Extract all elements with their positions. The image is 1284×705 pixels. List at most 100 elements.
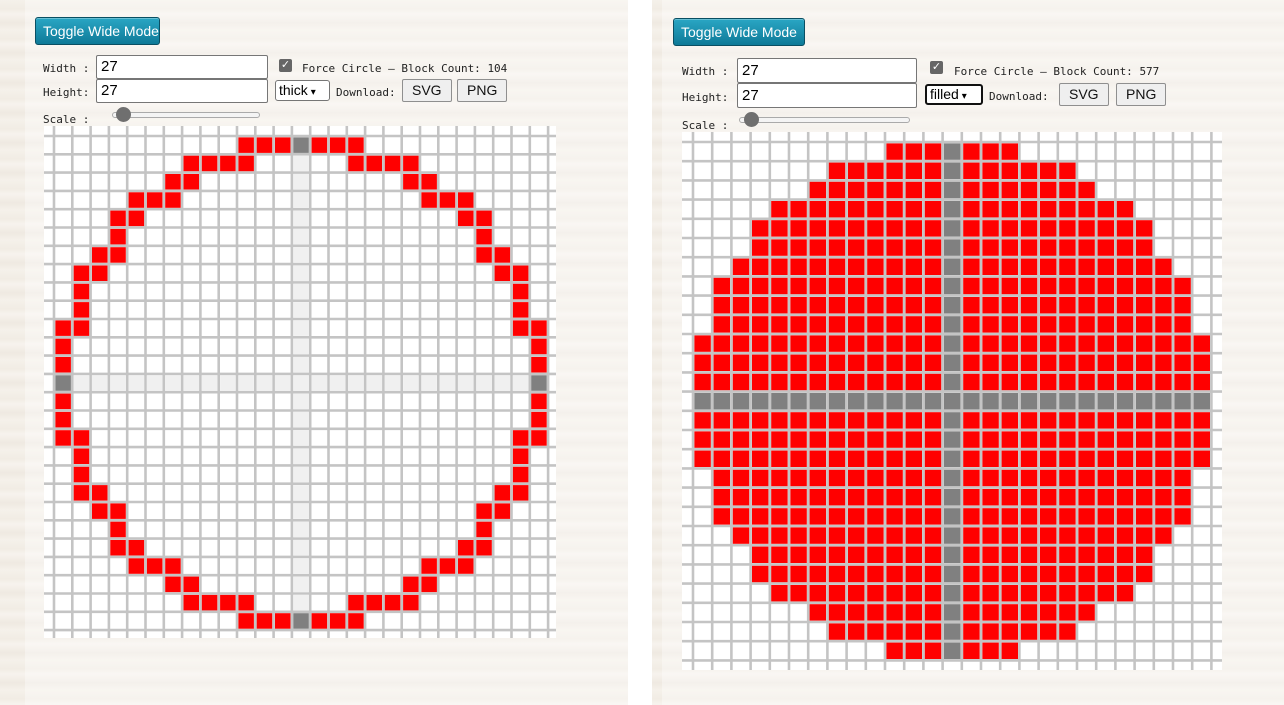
- block-cell[interactable]: [771, 220, 788, 237]
- block-cell[interactable]: [790, 297, 807, 314]
- center-guide-cell[interactable]: [183, 375, 200, 391]
- block-cell[interactable]: [1040, 354, 1057, 371]
- block-cell[interactable]: [752, 527, 769, 544]
- center-guide-cell[interactable]: [146, 375, 163, 391]
- block-cell[interactable]: [512, 466, 529, 483]
- block-cell[interactable]: [944, 335, 961, 352]
- block-cell[interactable]: [848, 335, 865, 352]
- svg-download-button[interactable]: SVG: [1059, 83, 1109, 106]
- block-cell[interactable]: [329, 137, 346, 153]
- block-cell[interactable]: [828, 623, 846, 640]
- block-cell[interactable]: [694, 335, 711, 352]
- block-cell[interactable]: [924, 489, 942, 506]
- block-cell[interactable]: [1097, 201, 1114, 218]
- block-cell[interactable]: [1078, 354, 1095, 371]
- block-cell[interactable]: [924, 220, 942, 237]
- block-cell[interactable]: [867, 412, 884, 429]
- block-cell[interactable]: [1174, 277, 1191, 295]
- block-cell[interactable]: [476, 247, 492, 263]
- block-cell[interactable]: [944, 316, 961, 333]
- block-cell[interactable]: [867, 354, 884, 371]
- block-cell[interactable]: [1059, 585, 1076, 602]
- block-cell[interactable]: [512, 320, 529, 336]
- block-cell[interactable]: [1001, 508, 1018, 525]
- block-cell[interactable]: [732, 258, 750, 275]
- block-cell[interactable]: [771, 565, 788, 583]
- block-cell[interactable]: [1155, 489, 1172, 506]
- block-cell[interactable]: [963, 297, 980, 314]
- block-cell[interactable]: [828, 162, 846, 179]
- block-cell[interactable]: [1001, 162, 1018, 179]
- block-cell[interactable]: [1059, 393, 1076, 410]
- block-cell[interactable]: [963, 201, 980, 218]
- block-cell[interactable]: [1155, 258, 1172, 275]
- block-cell[interactable]: [110, 247, 126, 263]
- block-cell[interactable]: [944, 373, 961, 391]
- toggle-wide-mode-button[interactable]: Toggle Wide Mode: [673, 18, 805, 46]
- block-cell[interactable]: [531, 411, 547, 428]
- block-cell[interactable]: [1059, 412, 1076, 429]
- block-cell[interactable]: [110, 228, 126, 245]
- block-cell[interactable]: [1193, 450, 1210, 467]
- block-cell[interactable]: [201, 155, 218, 172]
- block-cell[interactable]: [828, 565, 846, 583]
- block-cell[interactable]: [963, 239, 980, 256]
- block-cell[interactable]: [403, 576, 419, 593]
- block-cell[interactable]: [1020, 489, 1038, 506]
- block-cell[interactable]: [848, 508, 865, 525]
- block-cell[interactable]: [982, 335, 999, 352]
- block-cell[interactable]: [732, 297, 750, 314]
- block-cell[interactable]: [828, 201, 846, 218]
- center-guide-cell[interactable]: [458, 375, 474, 391]
- block-cell[interactable]: [924, 412, 942, 429]
- block-cell[interactable]: [458, 540, 474, 556]
- block-cell[interactable]: [1040, 565, 1057, 583]
- block-cell[interactable]: [1001, 527, 1018, 544]
- block-cell[interactable]: [905, 450, 922, 467]
- block-cell[interactable]: [1116, 508, 1134, 525]
- block-cell[interactable]: [886, 393, 903, 410]
- block-cell[interactable]: [828, 220, 846, 237]
- block-cell[interactable]: [1001, 373, 1018, 391]
- block-cell[interactable]: [1116, 201, 1134, 218]
- block-cell[interactable]: [944, 508, 961, 525]
- block-cell[interactable]: [848, 277, 865, 295]
- block-cell[interactable]: [531, 375, 547, 391]
- block-cell[interactable]: [867, 623, 884, 640]
- block-cell[interactable]: [1155, 335, 1172, 352]
- block-cell[interactable]: [128, 540, 145, 556]
- block-cell[interactable]: [982, 546, 999, 563]
- block-cell[interactable]: [1155, 393, 1172, 410]
- block-cell[interactable]: [293, 613, 309, 629]
- block-cell[interactable]: [1097, 489, 1114, 506]
- block-cell[interactable]: [867, 335, 884, 352]
- block-cell[interactable]: [1001, 220, 1018, 237]
- block-cell[interactable]: [867, 316, 884, 333]
- block-cell[interactable]: [476, 521, 492, 538]
- block-cell[interactable]: [944, 143, 961, 160]
- block-cell[interactable]: [982, 604, 999, 621]
- block-cell[interactable]: [771, 316, 788, 333]
- center-guide-cell[interactable]: [512, 375, 529, 391]
- block-cell[interactable]: [1001, 239, 1018, 256]
- center-guide-cell[interactable]: [293, 320, 309, 336]
- block-cell[interactable]: [1097, 527, 1114, 544]
- block-cell[interactable]: [73, 320, 90, 336]
- center-guide-cell[interactable]: [494, 375, 511, 391]
- toggle-wide-mode-button[interactable]: Toggle Wide Mode: [35, 17, 160, 45]
- block-cell[interactable]: [848, 258, 865, 275]
- block-cell[interactable]: [944, 297, 961, 314]
- scale-slider[interactable]: [112, 107, 260, 123]
- center-guide-cell[interactable]: [110, 375, 126, 391]
- block-cell[interactable]: [1040, 162, 1057, 179]
- block-cell[interactable]: [867, 431, 884, 448]
- block-cell[interactable]: [944, 181, 961, 199]
- block-cell[interactable]: [886, 335, 903, 352]
- block-cell[interactable]: [348, 155, 364, 172]
- block-cell[interactable]: [905, 258, 922, 275]
- block-cell[interactable]: [1136, 546, 1153, 563]
- block-cell[interactable]: [1001, 604, 1018, 621]
- block-cell[interactable]: [944, 527, 961, 544]
- block-cell[interactable]: [1040, 623, 1057, 640]
- block-cell[interactable]: [828, 489, 846, 506]
